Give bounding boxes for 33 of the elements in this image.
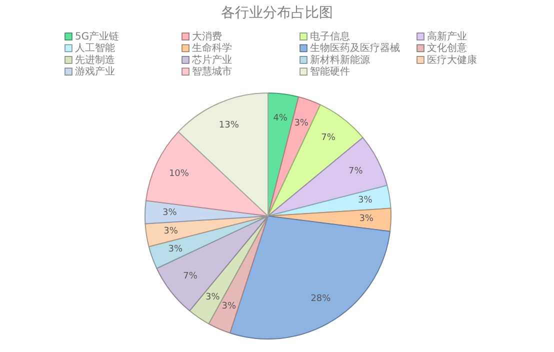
legend-label: 文化创意 — [427, 42, 467, 54]
legend-label: 芯片产业 — [191, 54, 232, 66]
legend-label: 电子信息 — [310, 30, 350, 42]
legend-label: 高新产业 — [427, 30, 467, 42]
legend-label: 生命科学 — [192, 42, 232, 54]
data-label: 3% — [164, 226, 178, 236]
data-label: 7% — [321, 133, 336, 144]
legend-label: 先进制造 — [75, 54, 115, 66]
legend-label: 新材料新能源 — [310, 54, 370, 66]
data-label: 3% — [162, 208, 178, 218]
chart-title: 各行业分布占比图 — [221, 5, 333, 21]
data-label: 3% — [359, 214, 374, 224]
data-label: 3% — [168, 244, 184, 254]
data-label: 3% — [222, 301, 237, 312]
data-label: 10% — [168, 169, 190, 180]
data-label: 7% — [183, 271, 198, 282]
data-label: 7% — [348, 166, 364, 176]
legend-label: 智能硬件 — [310, 66, 350, 78]
legend-label: 5G产业链 — [75, 30, 120, 42]
legend-label: 智慧城市 — [192, 66, 232, 78]
pie-slice — [156, 216, 268, 312]
data-label: 3% — [206, 292, 220, 302]
legend-label: 游戏产业 — [75, 66, 115, 78]
data-label: 3% — [294, 118, 309, 128]
data-label: 4% — [273, 113, 288, 124]
legend-label: 医疗大健康 — [427, 54, 477, 66]
legend-label: 人工智能 — [75, 42, 115, 54]
data-label: 3% — [358, 196, 373, 206]
legend-label: 大消费 — [192, 30, 222, 42]
legend-label: 生物医药及医疗器械 — [310, 42, 400, 54]
data-label: 28% — [310, 294, 332, 304]
pie-slice — [145, 131, 268, 216]
data-label: 13% — [218, 120, 240, 131]
